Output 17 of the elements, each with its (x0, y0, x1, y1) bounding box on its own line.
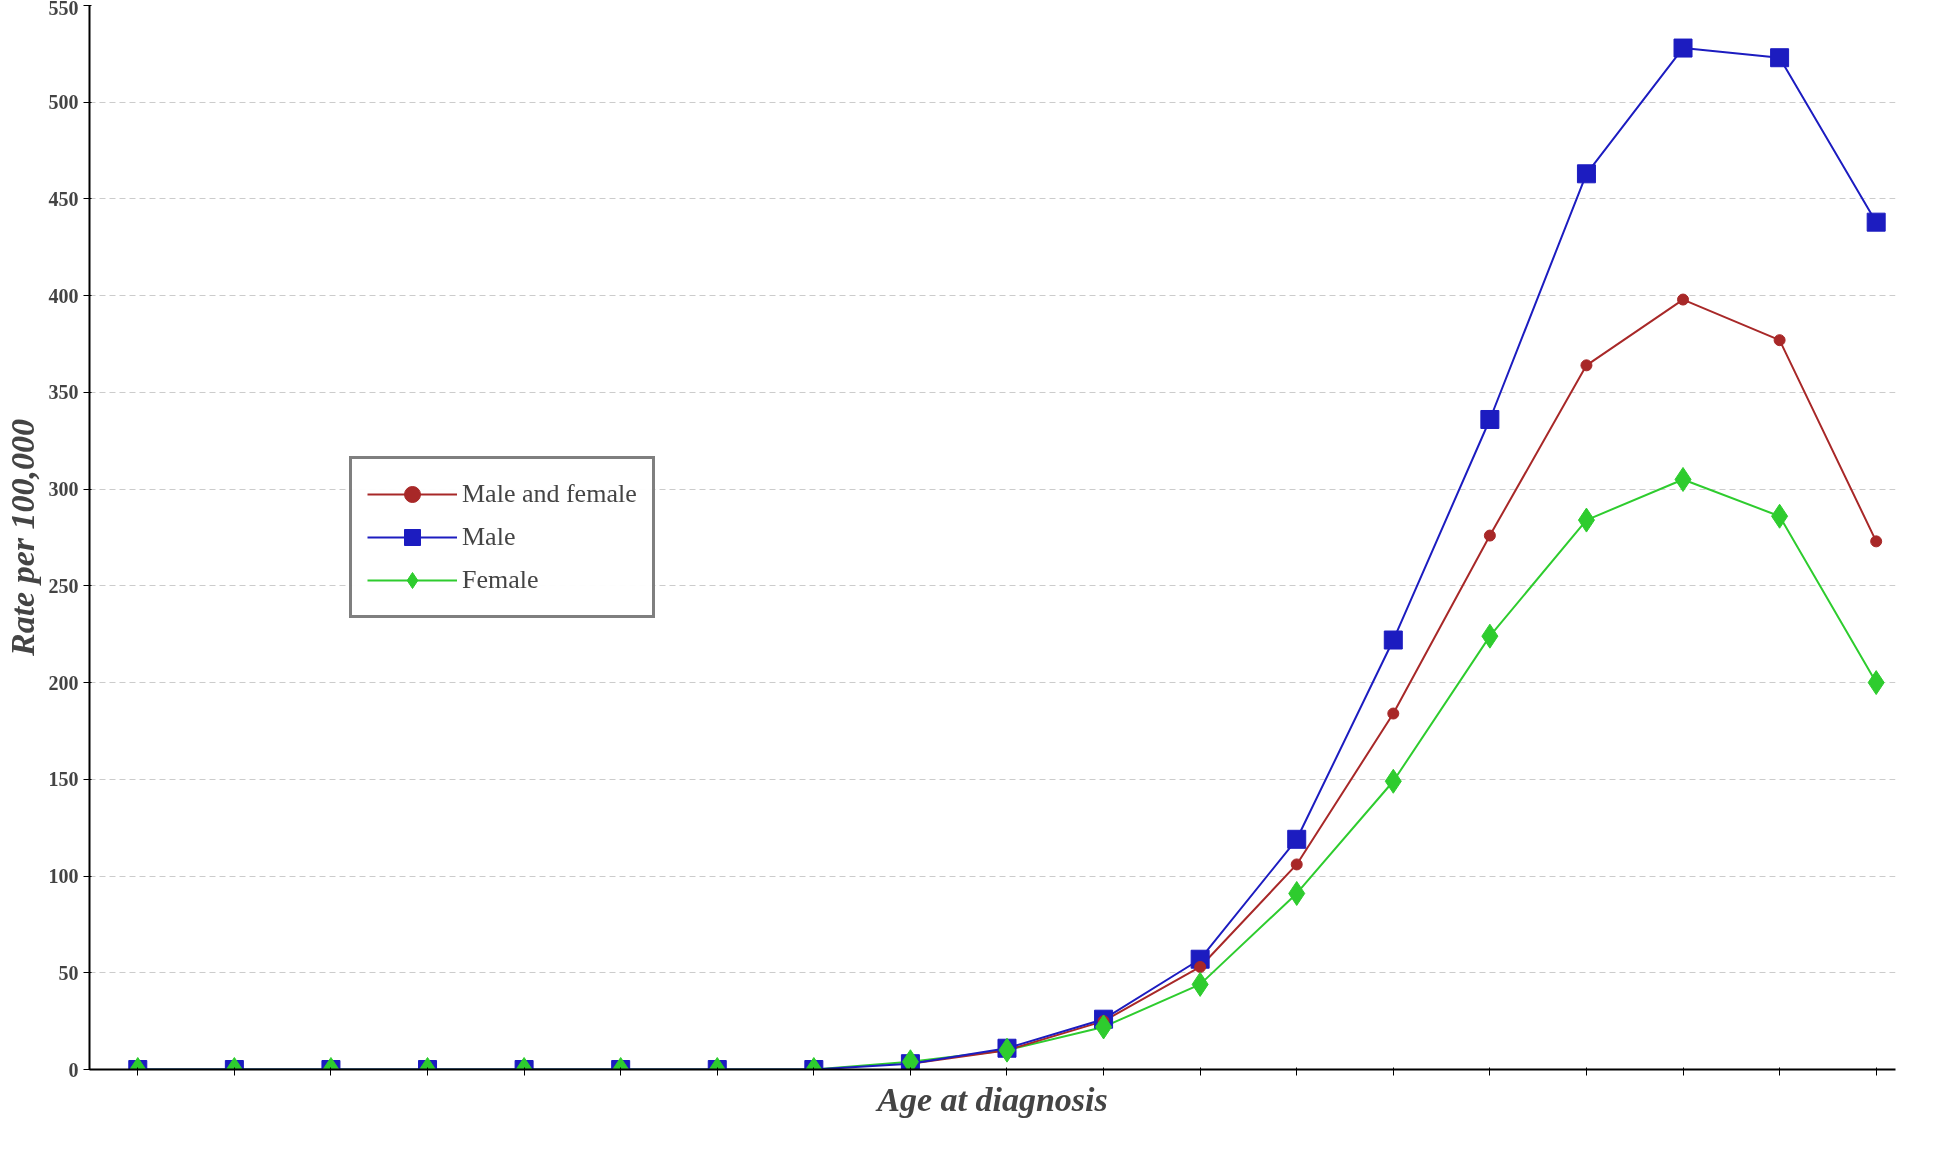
y-tick-label: 200 (48, 671, 79, 694)
y-tick-label: 400 (48, 284, 79, 307)
y-tick-label: 50 (58, 961, 79, 984)
y-tick-label: 450 (48, 187, 79, 210)
y-tick-label: 100 (48, 865, 79, 888)
legend-label: Male (462, 522, 516, 552)
y-tick-label: 0 (68, 1058, 79, 1081)
y-tick-label: 350 (48, 381, 79, 404)
y-axis-title: Rate per 100,000 (3, 418, 41, 658)
y-tick-label: 250 (48, 574, 79, 597)
y-tick-label: 150 (48, 768, 79, 791)
x-axis-title: Age at diagnosis (875, 1080, 1108, 1118)
legend-label: Female (462, 565, 539, 595)
y-tick-label: 300 (48, 478, 79, 501)
legend-label: Male and female (462, 479, 637, 509)
y-tick-label: 550 (48, 0, 79, 19)
y-tick-label: 500 (48, 91, 79, 114)
